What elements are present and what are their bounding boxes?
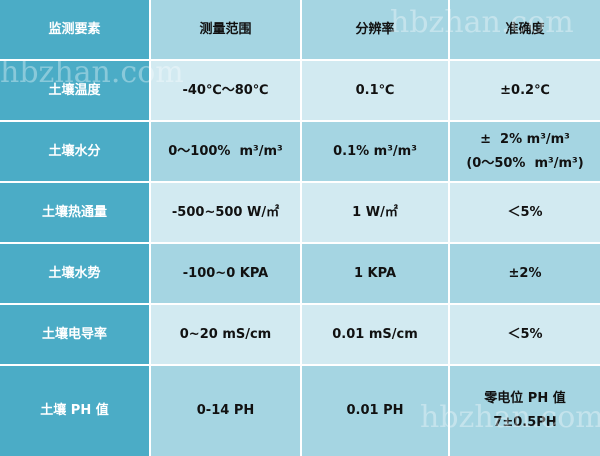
table-cell: 0～100% m³/m³	[151, 122, 300, 181]
cell-text: ±0.2℃	[500, 82, 550, 98]
cell-text: 土壤水势	[48, 265, 101, 281]
cell-text: 零电位 PH 值	[484, 391, 566, 406]
table-cell: 0.01 mS/cm	[302, 305, 448, 364]
cell-text: 1 KPA	[353, 265, 397, 281]
cell-text: -40℃～80℃	[182, 82, 269, 98]
header-cell: 分辨率	[302, 0, 448, 59]
cell-text: 分辨率	[355, 21, 395, 37]
cell-text: ＜5%	[507, 326, 543, 342]
cell-text: 土壤温度	[48, 82, 101, 98]
table-cell: 0.1℃	[302, 61, 448, 120]
table-cell: 土壤热通量	[0, 183, 149, 242]
table-cell: -500~500 W/㎡	[151, 183, 300, 242]
header-cell: 准确度	[450, 0, 600, 59]
cell-text: 7±0.5PH	[493, 415, 557, 430]
table-cell: 土壤温度	[0, 61, 149, 120]
cell-text: 0-14 PH	[196, 403, 255, 418]
table-cell: ±2%	[450, 244, 600, 303]
cell-text: ±2%	[508, 265, 542, 281]
table-cell: 1 W/㎡	[302, 183, 448, 242]
table-cell: ＜5%	[450, 305, 600, 364]
cell-text: (0～50% m³/m³)	[466, 155, 584, 171]
cell-text: 土壤 PH 值	[40, 403, 109, 418]
cell-text: 监测要素	[48, 21, 101, 37]
cell-text: 0～100% m³/m³	[168, 143, 283, 159]
header-cell: 测量范围	[151, 0, 300, 59]
cell-text: 0.1% m³/m³	[333, 143, 417, 159]
cell-text: -500~500 W/㎡	[171, 204, 280, 220]
table-cell: ±0.2℃	[450, 61, 600, 120]
cell-text: 准确度	[505, 21, 545, 37]
cell-text: ± 2% m³/m³	[480, 131, 570, 147]
table-cell: 0-14 PH	[151, 366, 300, 456]
cell-text: 土壤水分	[48, 143, 101, 159]
table-cell: 土壤电导率	[0, 305, 149, 364]
table-cell: 土壤水势	[0, 244, 149, 303]
cell-text: ＜5%	[507, 204, 543, 220]
table-cell: -40℃～80℃	[151, 61, 300, 120]
table-cell: ＜5%	[450, 183, 600, 242]
table-cell: ± 2% m³/m³ (0～50% m³/m³)	[450, 122, 600, 181]
table-cell: 零电位 PH 值 7±0.5PH	[450, 366, 600, 456]
header-cell: 监测要素	[0, 0, 149, 59]
cell-text: -100~0 KPA	[182, 265, 269, 281]
table-cell: 0~20 mS/cm	[151, 305, 300, 364]
table-cell: 0.01 PH	[302, 366, 448, 456]
cell-text: 0.01 mS/cm	[332, 326, 418, 342]
table-cell: 土壤 PH 值	[0, 366, 149, 456]
cell-text: 0~20 mS/cm	[179, 326, 272, 342]
cell-text: 1 W/㎡	[352, 204, 398, 220]
cell-text: 0.01 PH	[346, 403, 404, 418]
cell-text: 0.1℃	[355, 82, 395, 98]
cell-text: 土壤电导率	[41, 326, 107, 342]
cell-text: 测量范围	[199, 21, 252, 37]
table-cell: -100~0 KPA	[151, 244, 300, 303]
table-cell: 0.1% m³/m³	[302, 122, 448, 181]
table-cell: 1 KPA	[302, 244, 448, 303]
table-cell: 土壤水分	[0, 122, 149, 181]
cell-text: 土壤热通量	[41, 204, 107, 220]
